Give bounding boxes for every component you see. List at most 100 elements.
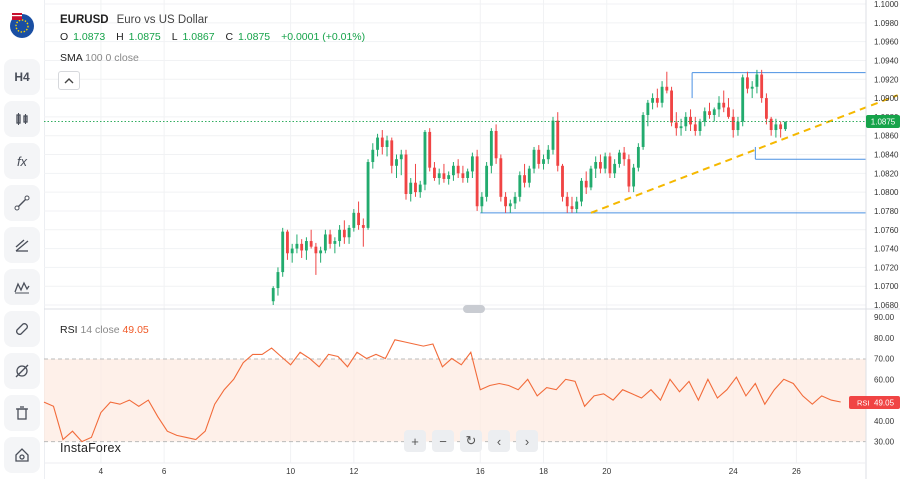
rsi-value: 49.05 [122,324,149,336]
low-label: L [171,31,178,43]
price-tick-label: 1.0900 [874,94,899,103]
zoom-out-button[interactable]: − [432,430,454,452]
trend-tools-button[interactable] [4,227,40,263]
time-tick-label: 12 [349,467,358,476]
candle-body [499,158,503,197]
price-tick-label: 1.0740 [874,245,899,254]
candle-body [584,180,588,188]
magnet-button[interactable] [4,311,40,347]
candle-body [689,116,692,125]
zoom-in-button[interactable]: + [404,430,426,452]
candle-body [722,102,726,108]
candle-body [717,102,721,110]
reset-icon: ↻ [465,433,477,448]
patterns-button[interactable] [4,269,40,305]
hide-drawings-button[interactable] [4,353,40,389]
candle-body [556,120,560,166]
candle-body [703,111,707,122]
clear-all-button[interactable] [4,395,40,431]
chevron-left-icon: ‹ [496,433,502,449]
candle-body [475,156,479,207]
candle-body [347,227,351,238]
price-tick-label: 1.0800 [874,188,899,197]
reset-chart-button[interactable]: ↻ [460,430,482,452]
symbol-name[interactable]: EURUSD [60,14,109,26]
pane-resize-handle[interactable] [463,305,485,313]
candle-body [376,137,379,150]
eu-flag-icon[interactable] [8,12,36,40]
price-tick-label: 1.0980 [874,19,899,28]
candle-body [741,77,745,122]
candle-body [333,241,337,244]
candle-body [295,243,299,249]
timeframe-h4-button[interactable]: H4 [4,59,40,95]
candle-body [423,131,427,185]
candle-body [594,162,598,169]
sma-legend[interactable]: SMA 100 0 close [60,52,139,64]
candle-body [636,146,640,168]
candle-body [599,162,602,169]
candle-body [451,165,455,176]
indicators-button[interactable]: fx [4,143,40,179]
candle-body [328,234,332,244]
rsi-tick-label: 30.00 [874,438,895,447]
time-axis[interactable]: 4 6 10 12 16 18 20 24 26 [99,467,802,476]
candle-body [338,229,342,242]
close-value: 1.0875 [238,31,271,43]
candle-body [504,196,508,207]
candle-body [674,122,678,129]
rsi-name: RSI [60,324,78,336]
scroll-left-button[interactable]: ‹ [488,430,510,452]
collapse-legend-button[interactable] [58,71,80,90]
time-tick-label: 26 [792,467,801,476]
symbol-header: EURUSD Euro vs US Dollar [60,10,208,28]
candle-body [665,86,669,91]
candle-body [679,126,683,129]
candle-body [414,182,417,193]
candle-body [286,231,289,254]
candle-body [523,175,526,183]
candle-body [418,184,422,193]
close-label: C [225,31,234,43]
open-value: 1.0873 [73,31,106,43]
rsi-tick-label: 60.00 [874,375,895,384]
rsi-legend[interactable]: RSI 14 close 49.05 [60,324,149,336]
candle-body [712,109,716,115]
price-tick-label: 1.0940 [874,56,899,65]
candle-body [281,231,285,273]
scroll-right-button[interactable]: › [516,430,538,452]
drawing-button[interactable] [4,185,40,221]
candle-body [608,156,612,174]
rsi-tick-label: 80.00 [874,334,895,343]
candle-body [390,140,394,166]
chart-type-button[interactable] [4,101,40,137]
time-tick-label: 6 [162,467,167,476]
candle-body [646,102,650,115]
candle-body [746,77,749,89]
trend-line[interactable] [590,94,898,214]
candle-body [508,203,512,207]
price-tick-label: 1.0780 [874,207,899,216]
candle-body [300,243,304,251]
price-axis[interactable]: 1.1000 1.0980 1.0960 1.0940 1.0920 1.0900 1.08… [874,0,899,310]
snapshot-button[interactable] [4,437,40,473]
candle-body [314,246,318,254]
candle-body [404,154,408,195]
candle-body [466,171,470,179]
candle-body [366,162,370,228]
magnet-icon [16,323,28,335]
candle-body [485,165,489,197]
patterns-icon [14,281,30,294]
support-resistance-lines[interactable] [480,72,866,214]
candle-body [670,90,673,123]
candle-body [428,131,432,168]
candle-body [409,182,413,195]
candle-body [447,175,451,179]
candle-body [489,130,493,166]
candle-body [352,212,356,228]
rsi-params: 14 close [80,324,120,336]
candle-body [580,180,583,202]
plus-icon: + [411,433,419,449]
